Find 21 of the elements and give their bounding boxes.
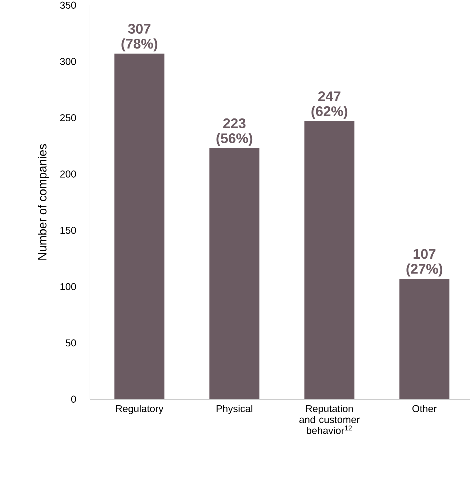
y-tick-label: 0	[71, 396, 76, 403]
y-tick-label: 100	[60, 283, 76, 290]
x-tick-label: Reputation and customer behavior$^{12}$	[300, 405, 360, 434]
x-tick-label: Regulatory	[116, 405, 164, 414]
data-label: 107 (27%)	[406, 249, 443, 277]
y-tick-label: 50	[66, 340, 76, 347]
x-tick-label: Physical	[216, 405, 253, 414]
y-axis-title: Number of companies	[38, 144, 50, 260]
bar	[114, 54, 165, 400]
x-tick-label: Other	[412, 405, 437, 412]
bar	[400, 278, 450, 400]
y-tick-label: 300	[60, 58, 76, 66]
bar	[304, 121, 355, 400]
y-tick-label: 150	[60, 227, 76, 234]
y-tick-label: 200	[60, 170, 76, 178]
data-label: 307 (78%)	[122, 24, 158, 52]
y-tick-label: 250	[60, 114, 76, 122]
y-tick-label: 350	[60, 2, 76, 9]
bar	[210, 148, 260, 400]
data-label: 247 (62%)	[312, 92, 348, 120]
data-label: 223 (56%)	[216, 118, 253, 146]
